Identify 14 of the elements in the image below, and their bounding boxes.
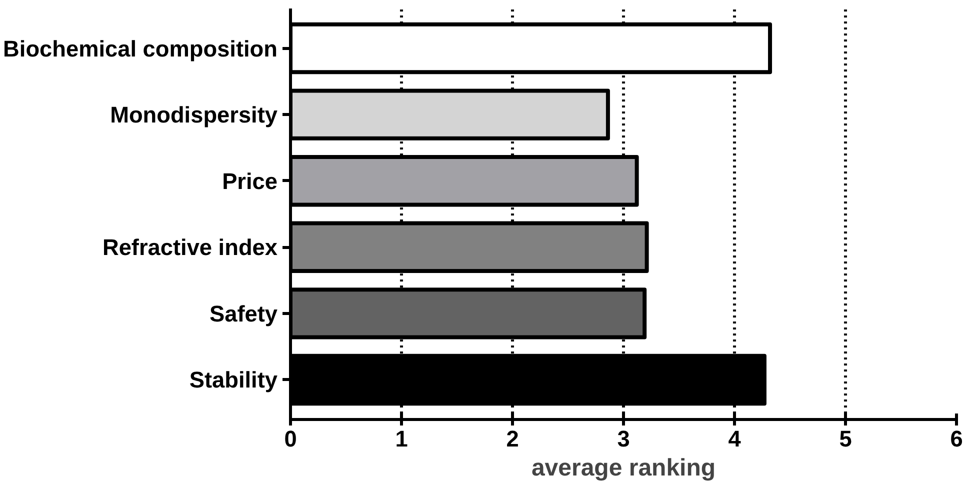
x-tick-label: 5 xyxy=(839,426,852,452)
y-tick-label: Monodispersity xyxy=(110,102,278,128)
x-tick-label: 0 xyxy=(284,426,297,452)
y-tick-label: Stability xyxy=(189,366,278,393)
x-tick-label: 4 xyxy=(728,426,742,452)
x-tick-label: 2 xyxy=(506,426,519,452)
y-tick-label: Safety xyxy=(210,300,278,326)
x-axis-title: average ranking xyxy=(531,454,716,482)
x-tick-label: 6 xyxy=(950,426,963,452)
y-tick-label: Biochemical composition xyxy=(3,35,278,62)
y-tick-label: Refractive index xyxy=(102,234,278,260)
x-tick-label: 3 xyxy=(617,426,630,452)
x-tick-label: 1 xyxy=(395,426,408,452)
y-tick-label: Price xyxy=(222,168,278,194)
